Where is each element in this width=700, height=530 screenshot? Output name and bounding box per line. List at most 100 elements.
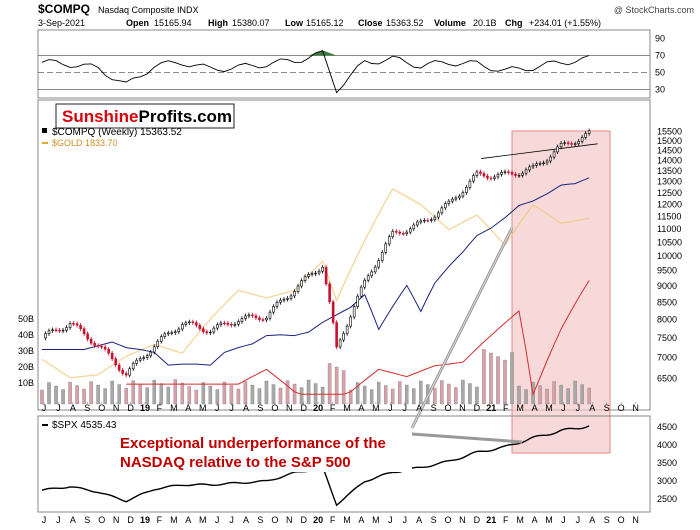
- arrow-to-spx: [411, 432, 523, 444]
- volume-bar: [222, 381, 227, 405]
- spx-xtick-36: J: [561, 515, 566, 525]
- rsi-tick-70: 70: [655, 51, 665, 61]
- volume-bar: [110, 380, 114, 405]
- price-candle-body: [587, 130, 591, 134]
- price-candle-body: [577, 140, 580, 145]
- volume-bar: [489, 352, 493, 405]
- volume-bar: [180, 382, 185, 405]
- price-xtick-9: M: [170, 403, 178, 413]
- volume-bar: [313, 383, 318, 405]
- price-candle-body: [240, 318, 244, 322]
- volume-bar: [152, 379, 156, 405]
- volume-bar: [412, 388, 416, 405]
- price-tick-15000: 15000: [657, 136, 682, 146]
- price-xtick-38: A: [589, 403, 595, 413]
- volume-bar: [166, 386, 171, 405]
- price-tick-6500: 6500: [657, 374, 677, 384]
- volume-bar: [369, 389, 374, 405]
- price-candle-body: [47, 330, 51, 334]
- volume-bar: [187, 386, 192, 405]
- volume-bar: [573, 380, 577, 405]
- price-candle-body: [584, 133, 587, 138]
- rsi-tick-50: 50: [655, 68, 665, 78]
- price-xtick-34: A: [532, 403, 538, 413]
- price-candle-body: [145, 355, 149, 358]
- price-candle-body: [303, 276, 307, 281]
- price-xtick-5: N: [113, 403, 120, 413]
- price-tick-11000: 11000: [657, 224, 681, 234]
- price-candle-body: [117, 364, 121, 371]
- symbol-title: $COMPQ: [38, 2, 90, 16]
- volume-tick-30B: 30B: [18, 346, 34, 356]
- price-candle-body: [423, 219, 426, 222]
- price-candle-body: [345, 325, 349, 334]
- price-xtick-36: J: [561, 403, 566, 413]
- price-candle-body: [121, 369, 124, 374]
- price-candle-body: [549, 156, 552, 162]
- volume-tick-40B: 40B: [18, 330, 34, 340]
- price-candle-body: [54, 329, 58, 331]
- price-candle-body: [415, 221, 419, 226]
- volume-bar: [124, 387, 128, 405]
- price-candle-body: [254, 315, 258, 319]
- price-candle-body: [307, 274, 310, 277]
- price-tick-10000: 10000: [657, 251, 682, 261]
- annotation-box: [116, 432, 412, 472]
- price-candle-body: [408, 228, 412, 233]
- volume-bar: [264, 380, 269, 405]
- price-candle-body: [489, 177, 493, 180]
- price-candle-body: [573, 143, 577, 145]
- price-candle-body: [209, 331, 212, 334]
- volume-bar: [355, 382, 360, 405]
- price-candle-body: [82, 328, 86, 335]
- price-xtick-3: S: [84, 403, 90, 413]
- price-candle-body: [387, 236, 391, 245]
- low-value: 15165.12: [306, 18, 344, 28]
- price-xtick-39: S: [604, 403, 610, 413]
- spx-xtick-1: J: [56, 515, 61, 525]
- price-candle-body: [128, 368, 131, 376]
- spx-xtick-34: A: [532, 515, 538, 525]
- price-xtick-41: N: [632, 403, 639, 413]
- spx-xtick-27: S: [431, 515, 437, 525]
- price-candle-body: [188, 321, 191, 324]
- price-xtick-16: O: [271, 403, 278, 413]
- volume-bar: [376, 381, 381, 405]
- spx-xtick-40: O: [618, 515, 625, 525]
- price-candle-body: [377, 260, 381, 268]
- spx-xtick-29: N: [459, 515, 466, 525]
- price-candle-body: [72, 323, 75, 325]
- price-candle-body: [198, 324, 202, 330]
- volume-bar: [96, 384, 100, 405]
- price-candle-body: [314, 272, 317, 275]
- price-candle-body: [426, 219, 430, 222]
- volume-bar: [454, 387, 458, 405]
- price-candle-body: [528, 166, 531, 171]
- price-candle-body: [510, 172, 514, 175]
- spx-xtick-7: 19: [140, 515, 150, 525]
- moving-average-long: [42, 177, 590, 366]
- price-tick-14000: 14000: [657, 156, 682, 166]
- volume-tick-10B: 10B: [18, 378, 34, 388]
- price-candle-body: [461, 192, 465, 197]
- open-value: 15165.94: [154, 18, 192, 28]
- price-candle-body: [244, 315, 247, 319]
- gold-legend: $GOLD 1833.70: [52, 138, 118, 148]
- price-tick-13000: 13000: [657, 177, 682, 187]
- price-candle-body: [370, 271, 374, 277]
- price-candle-body: [391, 231, 395, 237]
- spx-xtick-2: A: [70, 515, 76, 525]
- price-candle-body: [538, 163, 542, 165]
- price-candle-body: [142, 357, 146, 359]
- price-candle-body: [61, 329, 65, 332]
- watermark-box: [55, 103, 235, 129]
- price-tick-15500: 15500: [657, 127, 682, 137]
- spx-xtick-10: A: [185, 515, 191, 525]
- price-tick-11500: 11500: [657, 211, 681, 221]
- spx-legend: $SPX 4535.43: [52, 420, 117, 431]
- volume-bar: [390, 388, 395, 405]
- volume-bar: [75, 385, 79, 405]
- price-xtick-6: D: [127, 403, 134, 413]
- volume-bar: [285, 380, 290, 405]
